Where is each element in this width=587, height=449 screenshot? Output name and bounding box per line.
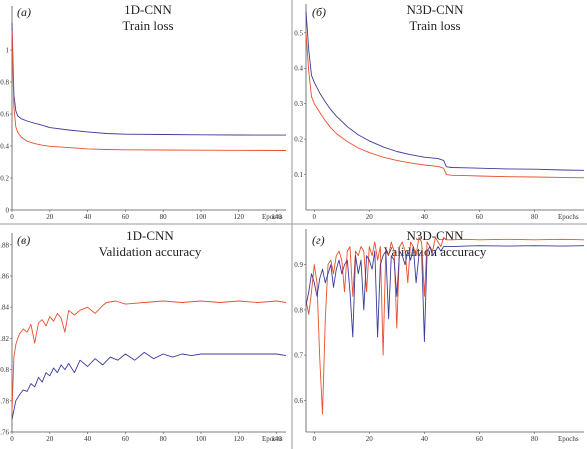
- x-tick-label: 140: [271, 213, 282, 221]
- y-tick-label: 0.76: [0, 429, 10, 437]
- y-tick-label: 0.88: [0, 241, 10, 249]
- y-tick-label: 0.8: [0, 366, 9, 374]
- y-tick-label: 0.84: [0, 304, 10, 312]
- y-tick-label: 0.82: [0, 335, 10, 343]
- series-line-2: [305, 245, 585, 342]
- y-tick-label: 0.6: [0, 111, 9, 119]
- y-tick-label: 0.5: [294, 29, 303, 37]
- panel-label: (г): [312, 233, 325, 247]
- x-axis-unit: Epochs: [558, 435, 579, 443]
- series-line-1: [11, 300, 287, 411]
- x-tick-label: 0: [313, 213, 317, 221]
- x-tick-label: 60: [476, 213, 484, 221]
- panel-val-accuracy-n3d: 0.60.70.80.90 20 40 60 80 EpochsN3D-CNNValida…: [294, 228, 585, 443]
- y-tick-label: 0.6: [294, 397, 303, 405]
- y-tick-label: 0.4: [294, 65, 303, 73]
- panel-label: (a): [17, 5, 31, 19]
- x-tick-label: 20: [46, 213, 54, 221]
- x-tick-label: 0: [10, 435, 14, 443]
- panel-train-loss-n3d: 0.1 0.2 0.3 0.4 0.5 0 20 40 60 80 Epochs N3D-CNNTra…: [294, 2, 585, 221]
- y-tick-label: 0.78: [0, 397, 10, 405]
- x-tick-label: 20: [366, 435, 374, 443]
- x-tick-label: 80: [160, 213, 168, 221]
- y-tick-label: 0.1: [294, 171, 303, 179]
- x-tick-label: 100: [196, 435, 207, 443]
- x-tick-label: 80: [160, 435, 168, 443]
- series-line-2: [11, 351, 287, 420]
- chart-title: 1D-CNN: [124, 2, 172, 17]
- x-tick-label: 80: [531, 213, 539, 221]
- chart-subtitle: Validation accuracy: [99, 244, 202, 259]
- x-tick-label: 60: [122, 213, 130, 221]
- y-tick-label: 0.2: [294, 136, 303, 144]
- x-tick-label: 100: [196, 213, 207, 221]
- x-tick-label: 60: [476, 435, 484, 443]
- series-line-2: [11, 30, 287, 151]
- x-tick-label: 40: [421, 213, 429, 221]
- x-tick-label: 140: [271, 435, 282, 443]
- y-tick-label: 0.2: [0, 175, 9, 183]
- x-tick-label: 120: [234, 435, 245, 443]
- series-line-2: [305, 32, 585, 179]
- x-tick-label: 20: [46, 435, 54, 443]
- series-line-1: [305, 11, 585, 171]
- x-tick-label: 80: [531, 435, 539, 443]
- x-axis-unit: Epochs: [558, 213, 579, 221]
- y-tick-label: 0.7: [294, 352, 303, 360]
- y-tick-label: 0.8: [0, 79, 9, 87]
- x-tick-label: 40: [84, 435, 92, 443]
- x-axis-unit: Epochs: [262, 213, 283, 221]
- y-tick-label: 0.86: [0, 273, 10, 281]
- y-tick-label: 0.9: [294, 261, 303, 269]
- chart-title: N3D-CNN: [406, 2, 464, 17]
- y-tick-label: 0: [6, 207, 10, 215]
- panel-val-accuracy-1d: 0.76 0.78 0.8 0.82 0.84 0.86 0.88 0 20 40 60 80 100 1…: [0, 228, 287, 443]
- x-tick-label: 60: [122, 435, 130, 443]
- series-line-1: [11, 22, 287, 136]
- y-tick-label: 0.3: [294, 100, 303, 108]
- x-tick-label: 40: [84, 213, 92, 221]
- x-tick-label: 0: [10, 213, 14, 221]
- chart-subtitle: Train loss: [122, 18, 173, 33]
- chart-subtitle: Train loss: [409, 18, 460, 33]
- chart-title: N3D-CNN: [406, 228, 464, 243]
- x-tick-label: 0: [313, 435, 317, 443]
- x-axis-unit: Epochs: [262, 435, 283, 443]
- x-tick-label: 40: [421, 435, 429, 443]
- panel-label: (в): [17, 233, 30, 247]
- y-tick-label: 1: [6, 47, 10, 55]
- y-tick-label: 0.4: [0, 143, 9, 151]
- chart-title: 1D-CNN: [126, 228, 174, 243]
- panel-label: (б): [312, 5, 326, 19]
- y-tick-label: 0.8: [294, 306, 303, 314]
- x-tick-label: 20: [366, 213, 374, 221]
- x-tick-label: 120: [234, 213, 245, 221]
